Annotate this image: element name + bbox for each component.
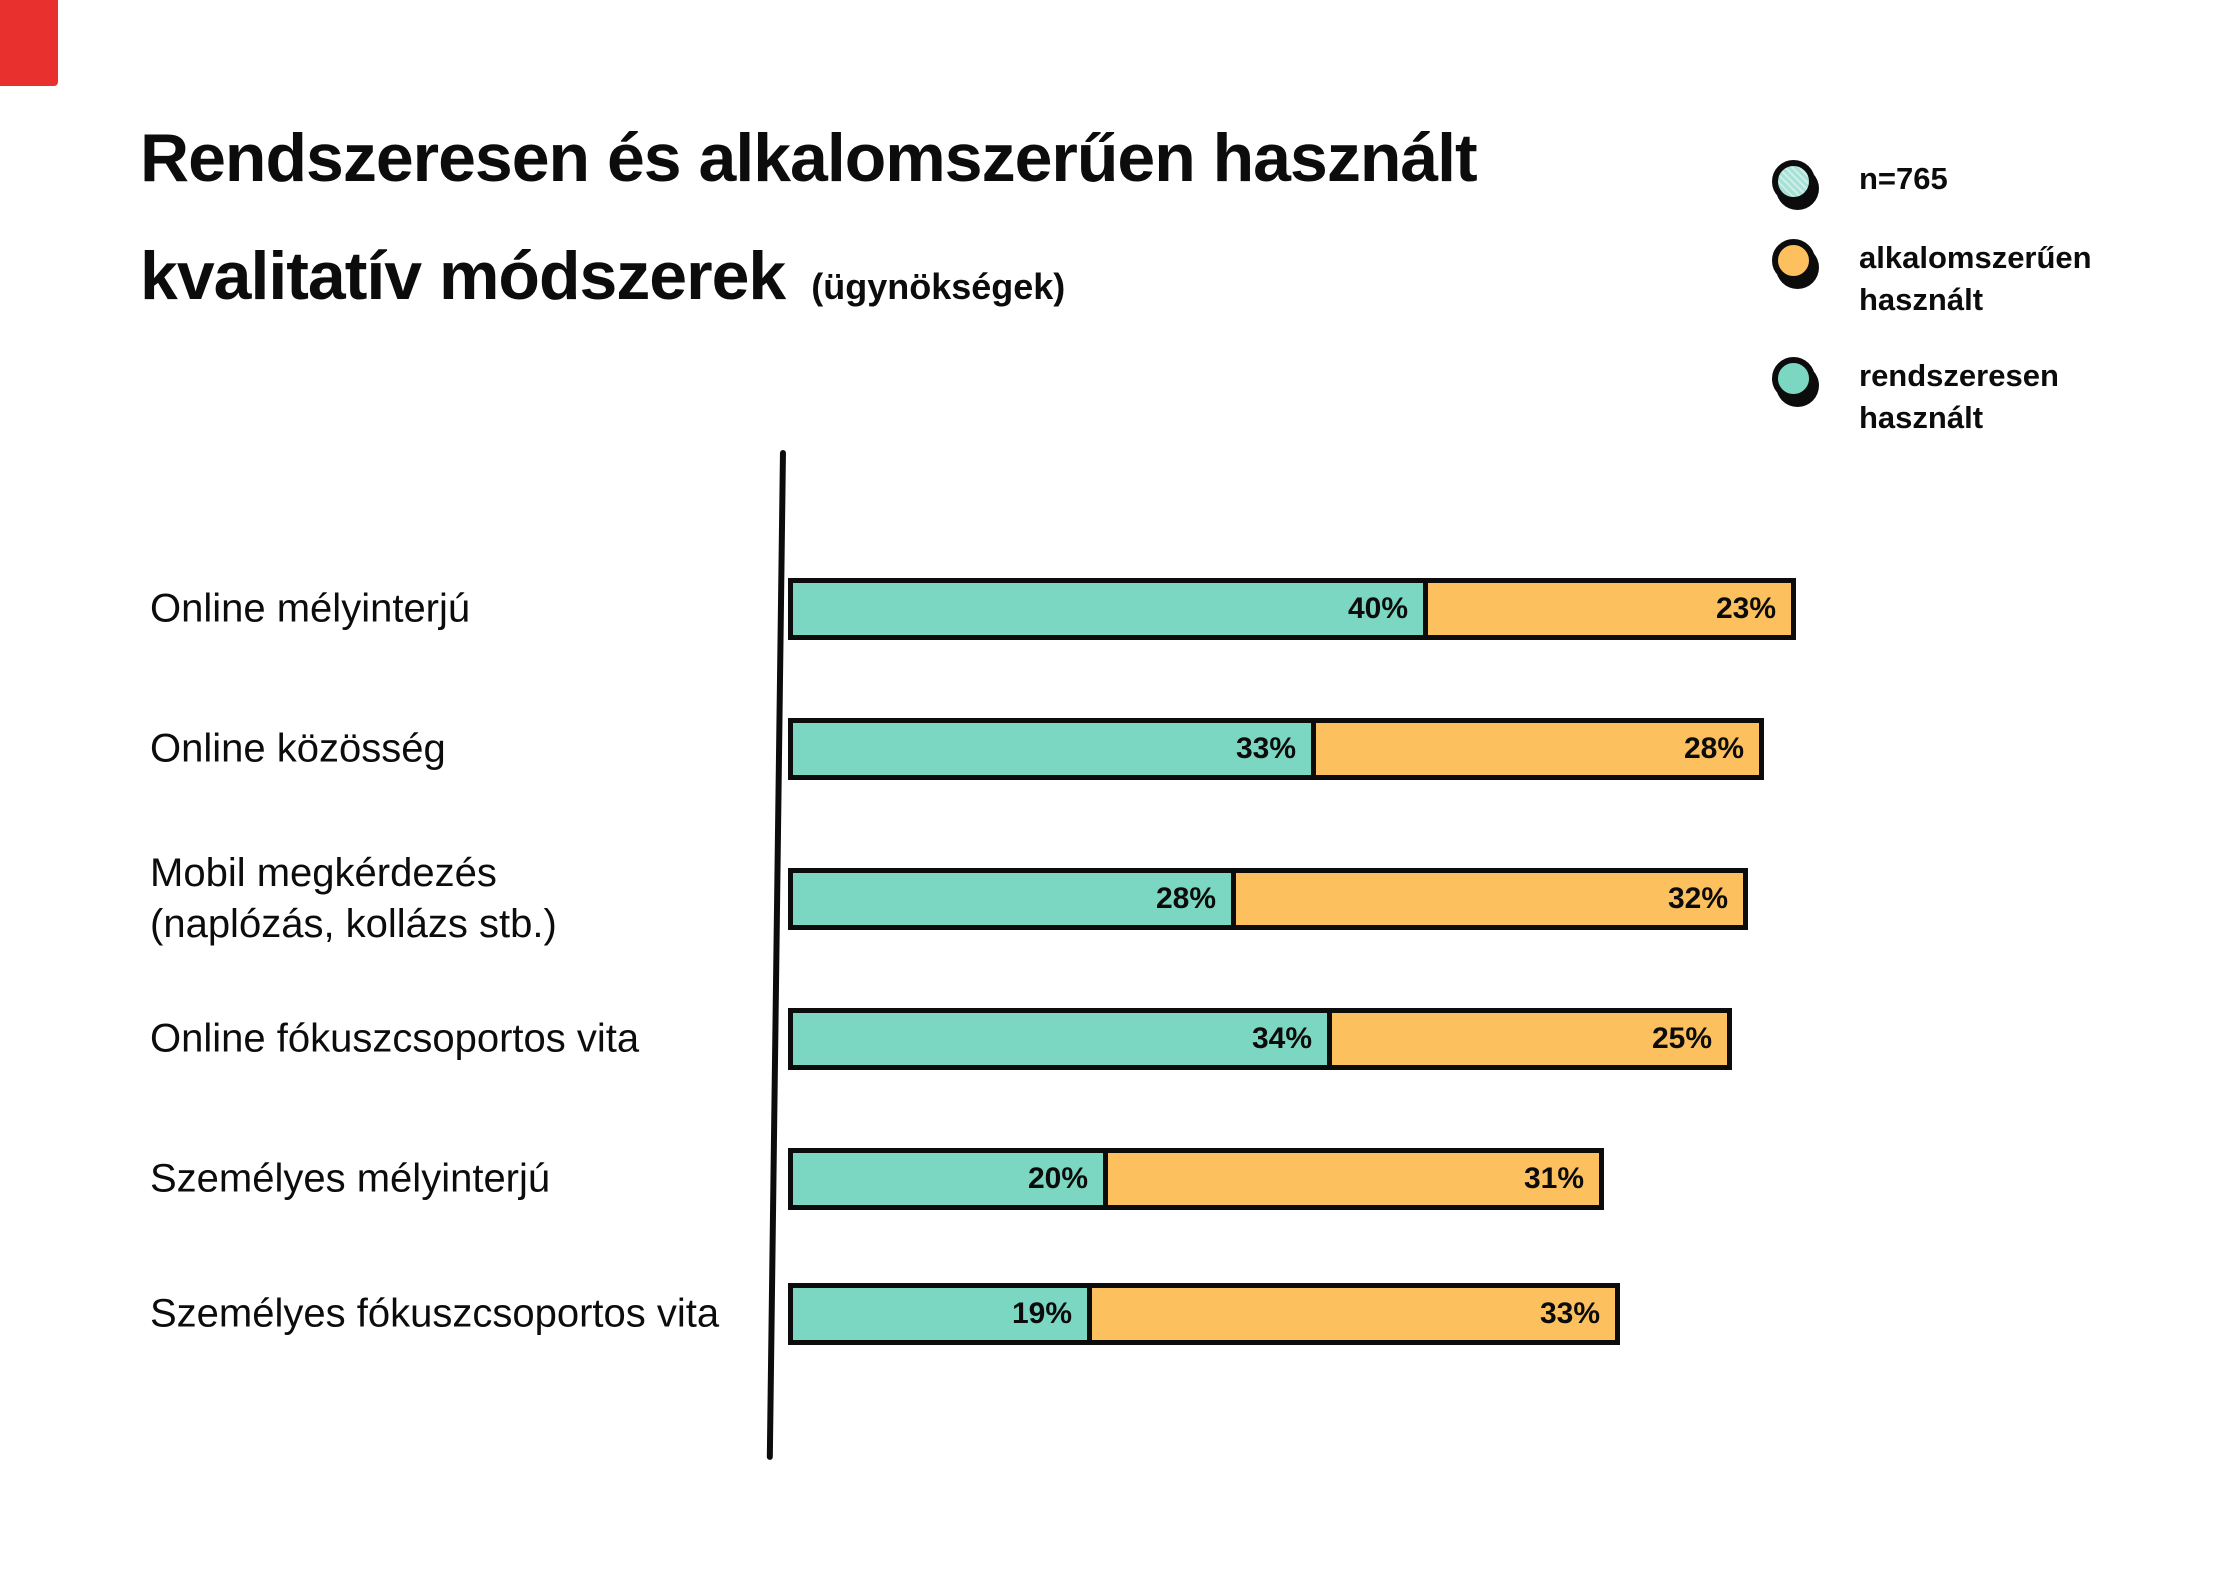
bar-segment-regular: 28% [788, 868, 1236, 930]
bar-segment-regular: 33% [788, 718, 1316, 780]
legend-item-regular: rendszeresen használt [1772, 355, 2111, 439]
bar-value-label: 23% [1715, 592, 1776, 625]
chart-row: Személyes mélyinterjú 20% 31% [0, 1148, 2238, 1210]
category-label: Személyes mélyinterjú [150, 1156, 551, 1201]
category-label: Személyes fókuszcsoportos vita [150, 1291, 720, 1336]
bar-value-label: 19% [1011, 1297, 1072, 1330]
bar-segment-regular: 20% [788, 1148, 1108, 1210]
chart-title-block: Rendszeresen és alkalomszerűen használt … [140, 118, 1478, 316]
chart-title-line2: kvalitatív módszerek (ügynökségek) [140, 236, 1477, 316]
stacked-bar: 20% 31% [788, 1148, 1604, 1210]
bar-segment-regular: 19% [788, 1283, 1092, 1345]
bar-value-label: 40% [1347, 592, 1408, 625]
bar-segment-occasional: 28% [1316, 718, 1764, 780]
chart-row: Online közösség 33% 28% [0, 718, 2238, 780]
legend-label-occasional: alkalomszerűen használt [1859, 240, 2092, 317]
legend-dot-sample-icon [1772, 160, 1815, 203]
stacked-bar: 19% 33% [788, 1283, 1620, 1345]
category-label: Online fókuszcsoportos vita [150, 1016, 640, 1061]
bar-value-label: 34% [1251, 1022, 1312, 1055]
category-label: Online közösség [150, 726, 446, 771]
stacked-bar: 34% 25% [788, 1008, 1732, 1070]
bar-value-label: 32% [1667, 882, 1728, 915]
bar-segment-regular: 34% [788, 1008, 1332, 1070]
legend: n=765 alkalomszerűen használt rendszeres… [1772, 158, 2111, 438]
category-label: Online mélyinterjú [150, 586, 471, 631]
chart-row: Mobil megkérdezés (naplózás, kollázs stb… [0, 851, 2238, 946]
bar-segment-occasional: 25% [1332, 1008, 1732, 1070]
bar-segment-occasional: 23% [1428, 578, 1796, 640]
bar-value-label: 20% [1027, 1162, 1088, 1195]
bar-segment-regular: 40% [788, 578, 1428, 640]
bar-value-label: 25% [1651, 1022, 1712, 1055]
bar-value-label: 28% [1683, 732, 1744, 765]
bar-value-label: 33% [1539, 1297, 1600, 1330]
stacked-bar: 28% 32% [788, 868, 1748, 930]
chart-title-line2-main: kvalitatív módszerek [140, 238, 786, 315]
red-corner-marker [0, 0, 58, 86]
bar-segment-occasional: 33% [1092, 1283, 1620, 1345]
legend-dot-regular-icon [1772, 356, 1815, 400]
stacked-bar: 40% 23% [788, 578, 1796, 640]
legend-item-n: n=765 [1772, 158, 2111, 203]
legend-label-sample: n=765 [1859, 161, 1948, 196]
legend-item-occasional: alkalomszerűen használt [1772, 237, 2111, 321]
bar-value-label: 28% [1155, 882, 1216, 915]
chart-row: Online fókuszcsoportos vita 34% 25% [0, 1008, 2238, 1070]
legend-dot-occasional-icon [1772, 239, 1815, 282]
bar-segment-occasional: 32% [1236, 868, 1748, 930]
category-label: Mobil megkérdezés (naplózás, kollázs stb… [150, 850, 557, 946]
chart-row: Személyes fókuszcsoportos vita 19% 33% [0, 1283, 2238, 1345]
chart-title-line1: Rendszeresen és alkalomszerűen használt [140, 120, 1478, 196]
stacked-bar: 33% 28% [788, 718, 1764, 780]
bar-value-label: 33% [1235, 732, 1296, 765]
legend-label-regular: rendszeresen használt [1859, 357, 2059, 435]
chart-row: Online mélyinterjú 40% 23% [0, 578, 2238, 640]
bar-value-label: 31% [1523, 1162, 1584, 1195]
bar-segment-occasional: 31% [1108, 1148, 1604, 1210]
chart-subtitle: (ügynökségek) [811, 266, 1066, 308]
